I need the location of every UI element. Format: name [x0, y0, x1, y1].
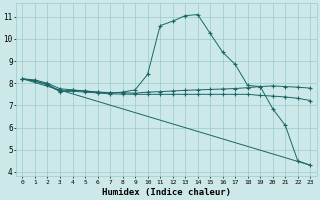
X-axis label: Humidex (Indice chaleur): Humidex (Indice chaleur) [102, 188, 231, 197]
